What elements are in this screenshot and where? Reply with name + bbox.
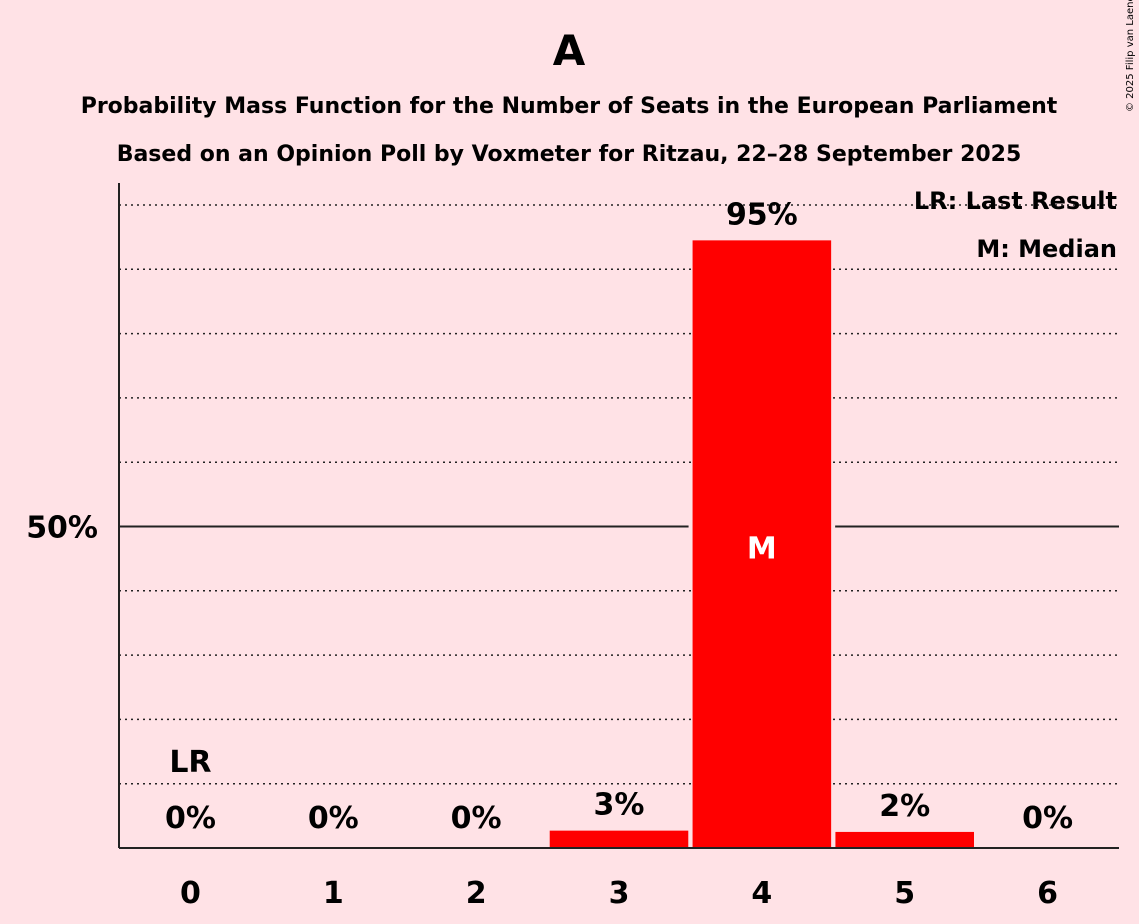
bar-3 — [549, 830, 689, 848]
last-result-marker: LR — [169, 745, 211, 780]
x-tick-label-1: 1 — [323, 876, 344, 911]
median-marker: M — [747, 532, 777, 567]
copyright-note: © 2025 Filip van Laenen — [1125, 0, 1136, 112]
x-tick-label-5: 5 — [894, 876, 915, 911]
legend-last-result: LR: Last Result — [914, 187, 1117, 215]
x-tick-label-0: 0 — [180, 876, 201, 911]
chart-title: A — [553, 26, 586, 75]
value-label-6: 0% — [1022, 801, 1073, 836]
x-tick-label-6: 6 — [1037, 876, 1058, 911]
x-tick-label-4: 4 — [751, 876, 772, 911]
value-label-3: 3% — [594, 788, 645, 823]
data-labels: 0% LR 0% 0% 3% 95% M 2% 0% — [165, 197, 1073, 836]
x-tick-label-3: 3 — [609, 876, 630, 911]
x-tick-labels: 0 1 2 3 4 5 6 — [180, 876, 1058, 911]
y-tick-label-50: 50% — [26, 511, 98, 546]
gridlines — [119, 204, 1119, 785]
legend-median: M: Median — [976, 235, 1117, 263]
bar-4 — [692, 240, 832, 849]
bar-5 — [835, 831, 974, 848]
value-label-1: 0% — [308, 801, 359, 836]
value-label-5: 2% — [879, 789, 930, 824]
value-label-2: 0% — [451, 801, 502, 836]
chart-subtitle-1: Probability Mass Function for the Number… — [81, 94, 1058, 119]
value-label-4: 95% — [726, 197, 798, 232]
chart-subtitle-2: Based on an Opinion Poll by Voxmeter for… — [117, 142, 1022, 167]
bars — [549, 240, 974, 849]
x-tick-label-2: 2 — [466, 876, 487, 911]
value-label-0: 0% — [165, 801, 216, 836]
